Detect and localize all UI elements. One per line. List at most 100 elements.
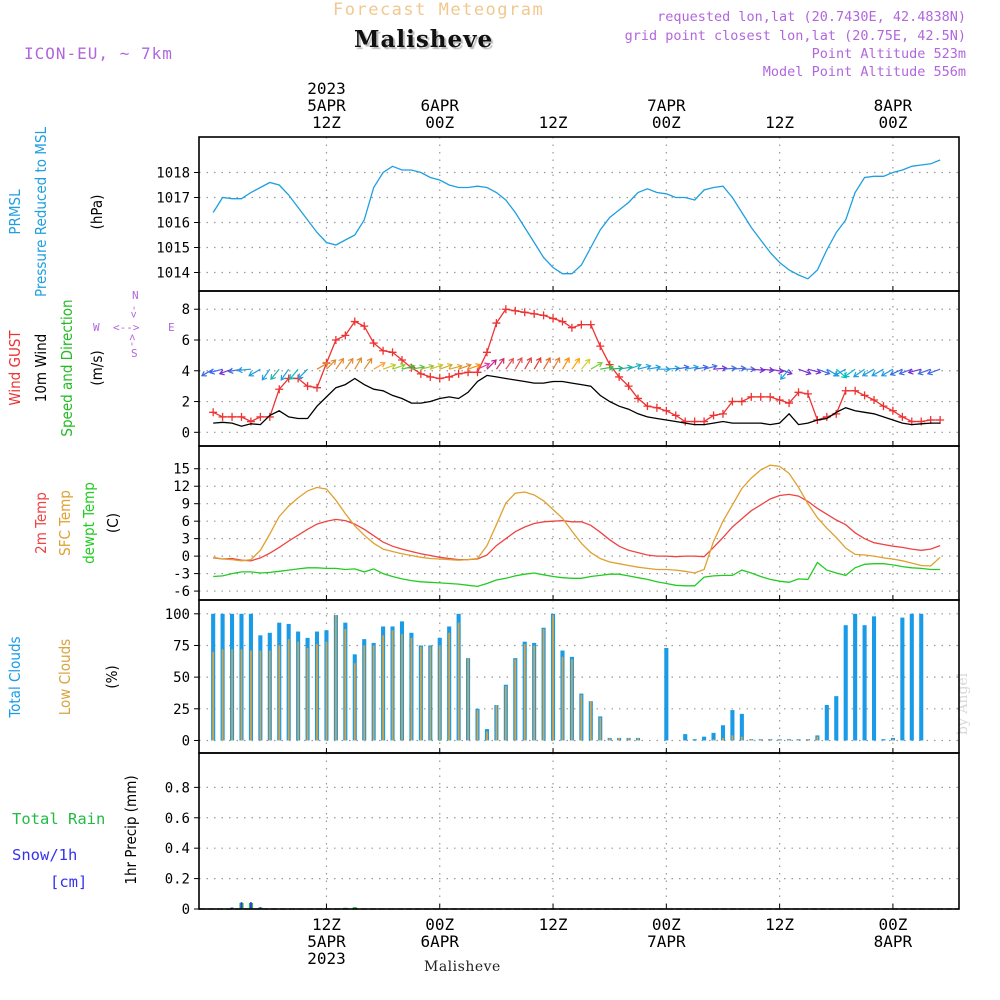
- wind-direction-arrow: [561, 357, 570, 370]
- bar-clouds-low: [325, 641, 328, 741]
- bar-clouds-low: [788, 739, 790, 741]
- wind-direction-arrow: [392, 363, 406, 370]
- bar-clouds-low: [353, 663, 356, 741]
- y-tick-label: 6: [182, 514, 190, 530]
- bar-clouds-low: [495, 705, 498, 741]
- gust-marker: [870, 396, 879, 404]
- y-tick-label: 0: [182, 733, 190, 749]
- requested-coords: requested lon,lat (20.7430E, 42.4838N): [657, 9, 966, 25]
- gridpoint-coords: grid point closest lon,lat (20.75E, 42.5…: [624, 28, 966, 44]
- series-wind-1: [213, 374, 941, 427]
- time-label-bottom: 12Z: [765, 915, 794, 934]
- bar-clouds-low: [731, 735, 734, 741]
- time-label-top: 6APR: [420, 96, 459, 115]
- gust-marker: [379, 346, 388, 355]
- bar-clouds-low: [297, 641, 299, 741]
- wind-direction-arrow: [889, 368, 903, 376]
- bar-clouds-low: [212, 651, 215, 741]
- wind-direction-arrow: [280, 368, 290, 381]
- wind-direction-arrow: [505, 357, 514, 370]
- wind-direction-arrow: [637, 363, 652, 370]
- wind-direction-arrow: [401, 363, 416, 370]
- wind-direction-arrow: [261, 368, 271, 381]
- wind-direction-arrow: [495, 357, 505, 370]
- series-temperature-2: [213, 561, 941, 588]
- wind-direction-arrow: [477, 362, 491, 370]
- panel-label: Speed and Direction: [58, 299, 76, 436]
- bar-clouds-low: [627, 737, 630, 741]
- bar-clouds-low: [363, 645, 366, 741]
- compass-west: W: [93, 321, 100, 334]
- gust-marker: [615, 372, 624, 381]
- bar-clouds-low: [637, 737, 639, 741]
- time-label-bottom: 12Z: [312, 915, 341, 934]
- panel-label: 2m Temp: [32, 492, 50, 554]
- bar-clouds-low: [287, 639, 290, 741]
- panel-wind: 0 2 4 6 8: [182, 290, 960, 447]
- wind-direction-arrow: [297, 368, 309, 380]
- wind-direction-arrow: [524, 357, 532, 370]
- y-tick-label: 100: [165, 607, 190, 623]
- gust-marker: [530, 309, 539, 318]
- gust-marker: [586, 320, 595, 329]
- bar-clouds-low: [807, 739, 809, 741]
- compass-arrow-n: <-: [127, 305, 140, 318]
- gust-marker: [275, 385, 284, 394]
- y-tick-label: 15: [173, 462, 190, 478]
- bar-clouds-low: [476, 710, 479, 741]
- y-tick-label: 75: [173, 638, 190, 654]
- y-tick-label: 0.4: [165, 841, 190, 857]
- bar-clouds-low: [344, 629, 347, 741]
- panel-label: SFC Temp: [56, 490, 74, 556]
- bar-clouds-low: [382, 635, 384, 741]
- location-title: Malisheve: [354, 26, 494, 53]
- bar-clouds-low: [589, 701, 592, 741]
- y-tick-label: 50: [173, 670, 190, 686]
- gust-marker: [747, 392, 756, 401]
- time-label-top: 5APR: [307, 96, 346, 115]
- legend-snow-unit: [cm]: [50, 873, 87, 891]
- wind-direction-arrow: [861, 368, 875, 377]
- time-label-top: 12Z: [765, 113, 794, 132]
- gust-marker: [756, 392, 765, 401]
- gust-marker: [671, 411, 680, 420]
- bar-clouds-low: [797, 739, 800, 741]
- bar-precip-snow: [240, 902, 243, 909]
- y-tick-label: 0: [182, 902, 190, 918]
- wind-direction-arrow: [590, 361, 604, 370]
- wind-direction-arrow: [354, 357, 363, 370]
- wind-direction-arrow: [722, 365, 738, 372]
- panel-precip: 0 0.2 0.4 0.6 0.8: [165, 752, 960, 918]
- bar-clouds-low: [448, 632, 451, 741]
- wind-direction-arrow: [363, 357, 373, 370]
- legend-snow: Snow/1h: [12, 846, 77, 864]
- time-label-bottom: 5APR: [307, 932, 346, 951]
- gust-marker: [416, 369, 425, 378]
- panel-label: (hPa): [88, 195, 106, 230]
- gust-marker: [634, 394, 643, 403]
- y-tick-label: 0.2: [165, 872, 190, 888]
- wind-direction-arrow: [486, 359, 497, 370]
- y-tick-label: 1018: [156, 166, 190, 182]
- gust-marker: [860, 391, 869, 400]
- time-label-top: 00Z: [878, 113, 907, 132]
- wind-direction-arrow: [430, 363, 444, 370]
- bar-precip-snow: [250, 902, 252, 909]
- wind-direction-arrow: [533, 357, 542, 370]
- y-tick-label: 6: [182, 333, 190, 349]
- panel-label: 10m Wind: [32, 334, 50, 403]
- gust-marker: [303, 382, 312, 391]
- wind-direction-arrow: [580, 358, 591, 370]
- bar-clouds-low: [561, 656, 564, 741]
- wind-direction-arrow: [798, 368, 812, 376]
- bar-clouds-primary: [900, 617, 905, 741]
- bar-clouds-primary: [683, 734, 688, 741]
- gust-marker: [454, 369, 463, 378]
- wind-direction-arrow: [439, 363, 454, 370]
- y-tick-label: 2: [182, 395, 190, 411]
- wind-direction-arrow: [248, 368, 261, 377]
- gust-marker: [775, 396, 784, 404]
- legend-total-rain: Total Rain: [12, 810, 105, 828]
- wind-direction-arrow: [335, 357, 345, 370]
- bar-clouds-low: [438, 645, 441, 741]
